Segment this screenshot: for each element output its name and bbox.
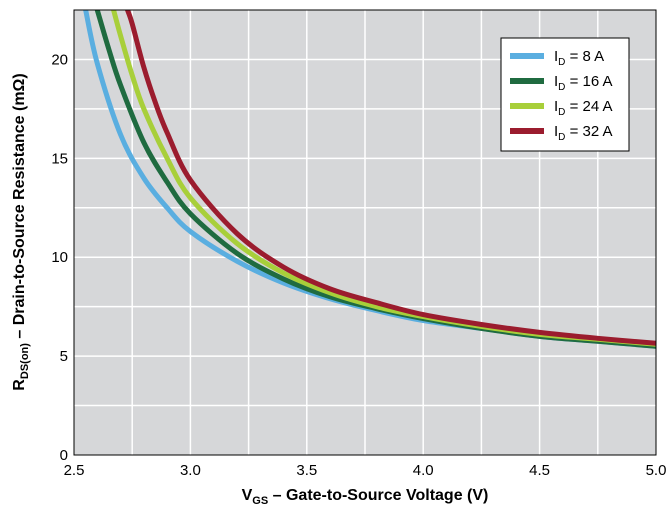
x-axis-title-main: V (242, 487, 253, 504)
legend-label-4: ID = 32 A (554, 123, 613, 143)
y-tick-label: 5 (60, 348, 68, 365)
x-axis-title: VGS – Gate-to-Source Voltage (V) (242, 487, 489, 506)
x-tick-labels: 2.5 3.0 3.5 4.0 4.5 5.0 (64, 462, 667, 479)
legend-label-1: ID = 8 A (554, 48, 604, 68)
plot-frame (73, 9, 657, 456)
y-tick-labels: 0 5 10 15 20 (51, 51, 68, 464)
y-axis-title-main: R (11, 379, 28, 391)
y-tick-label: 0 (60, 447, 68, 464)
legend: ID = 8 A ID = 16 A ID = 24 A ID = 32 A (500, 37, 630, 152)
x-tick-label: 5.0 (646, 462, 667, 479)
legend-label-2: ID = 16 A (554, 73, 613, 93)
y-axis-title-sub: DS(on) (19, 343, 31, 379)
y-axis-title-rest: – Drain-to-Source Resistance (mΩ) (11, 73, 28, 343)
series-lines (83, 10, 656, 349)
y-tick-label: 20 (51, 51, 68, 68)
x-tick-label: 3.5 (296, 462, 317, 479)
x-axis-title-rest: – Gate-to-Source Voltage (V) (268, 487, 488, 504)
y-tick-label: 10 (51, 249, 68, 266)
y-axis-title: RDS(on) – Drain-to-Source Resistance (mΩ… (11, 73, 31, 390)
y-tick-label: 15 (51, 150, 68, 167)
x-tick-label: 4.5 (529, 462, 550, 479)
x-tick-label: 2.5 (64, 462, 85, 479)
x-tick-label: 4.0 (413, 462, 434, 479)
x-axis-title-sub: GS (252, 495, 268, 506)
x-tick-label: 3.0 (180, 462, 201, 479)
series-line-4 (125, 10, 656, 346)
legend-label-3: ID = 24 A (554, 98, 613, 118)
